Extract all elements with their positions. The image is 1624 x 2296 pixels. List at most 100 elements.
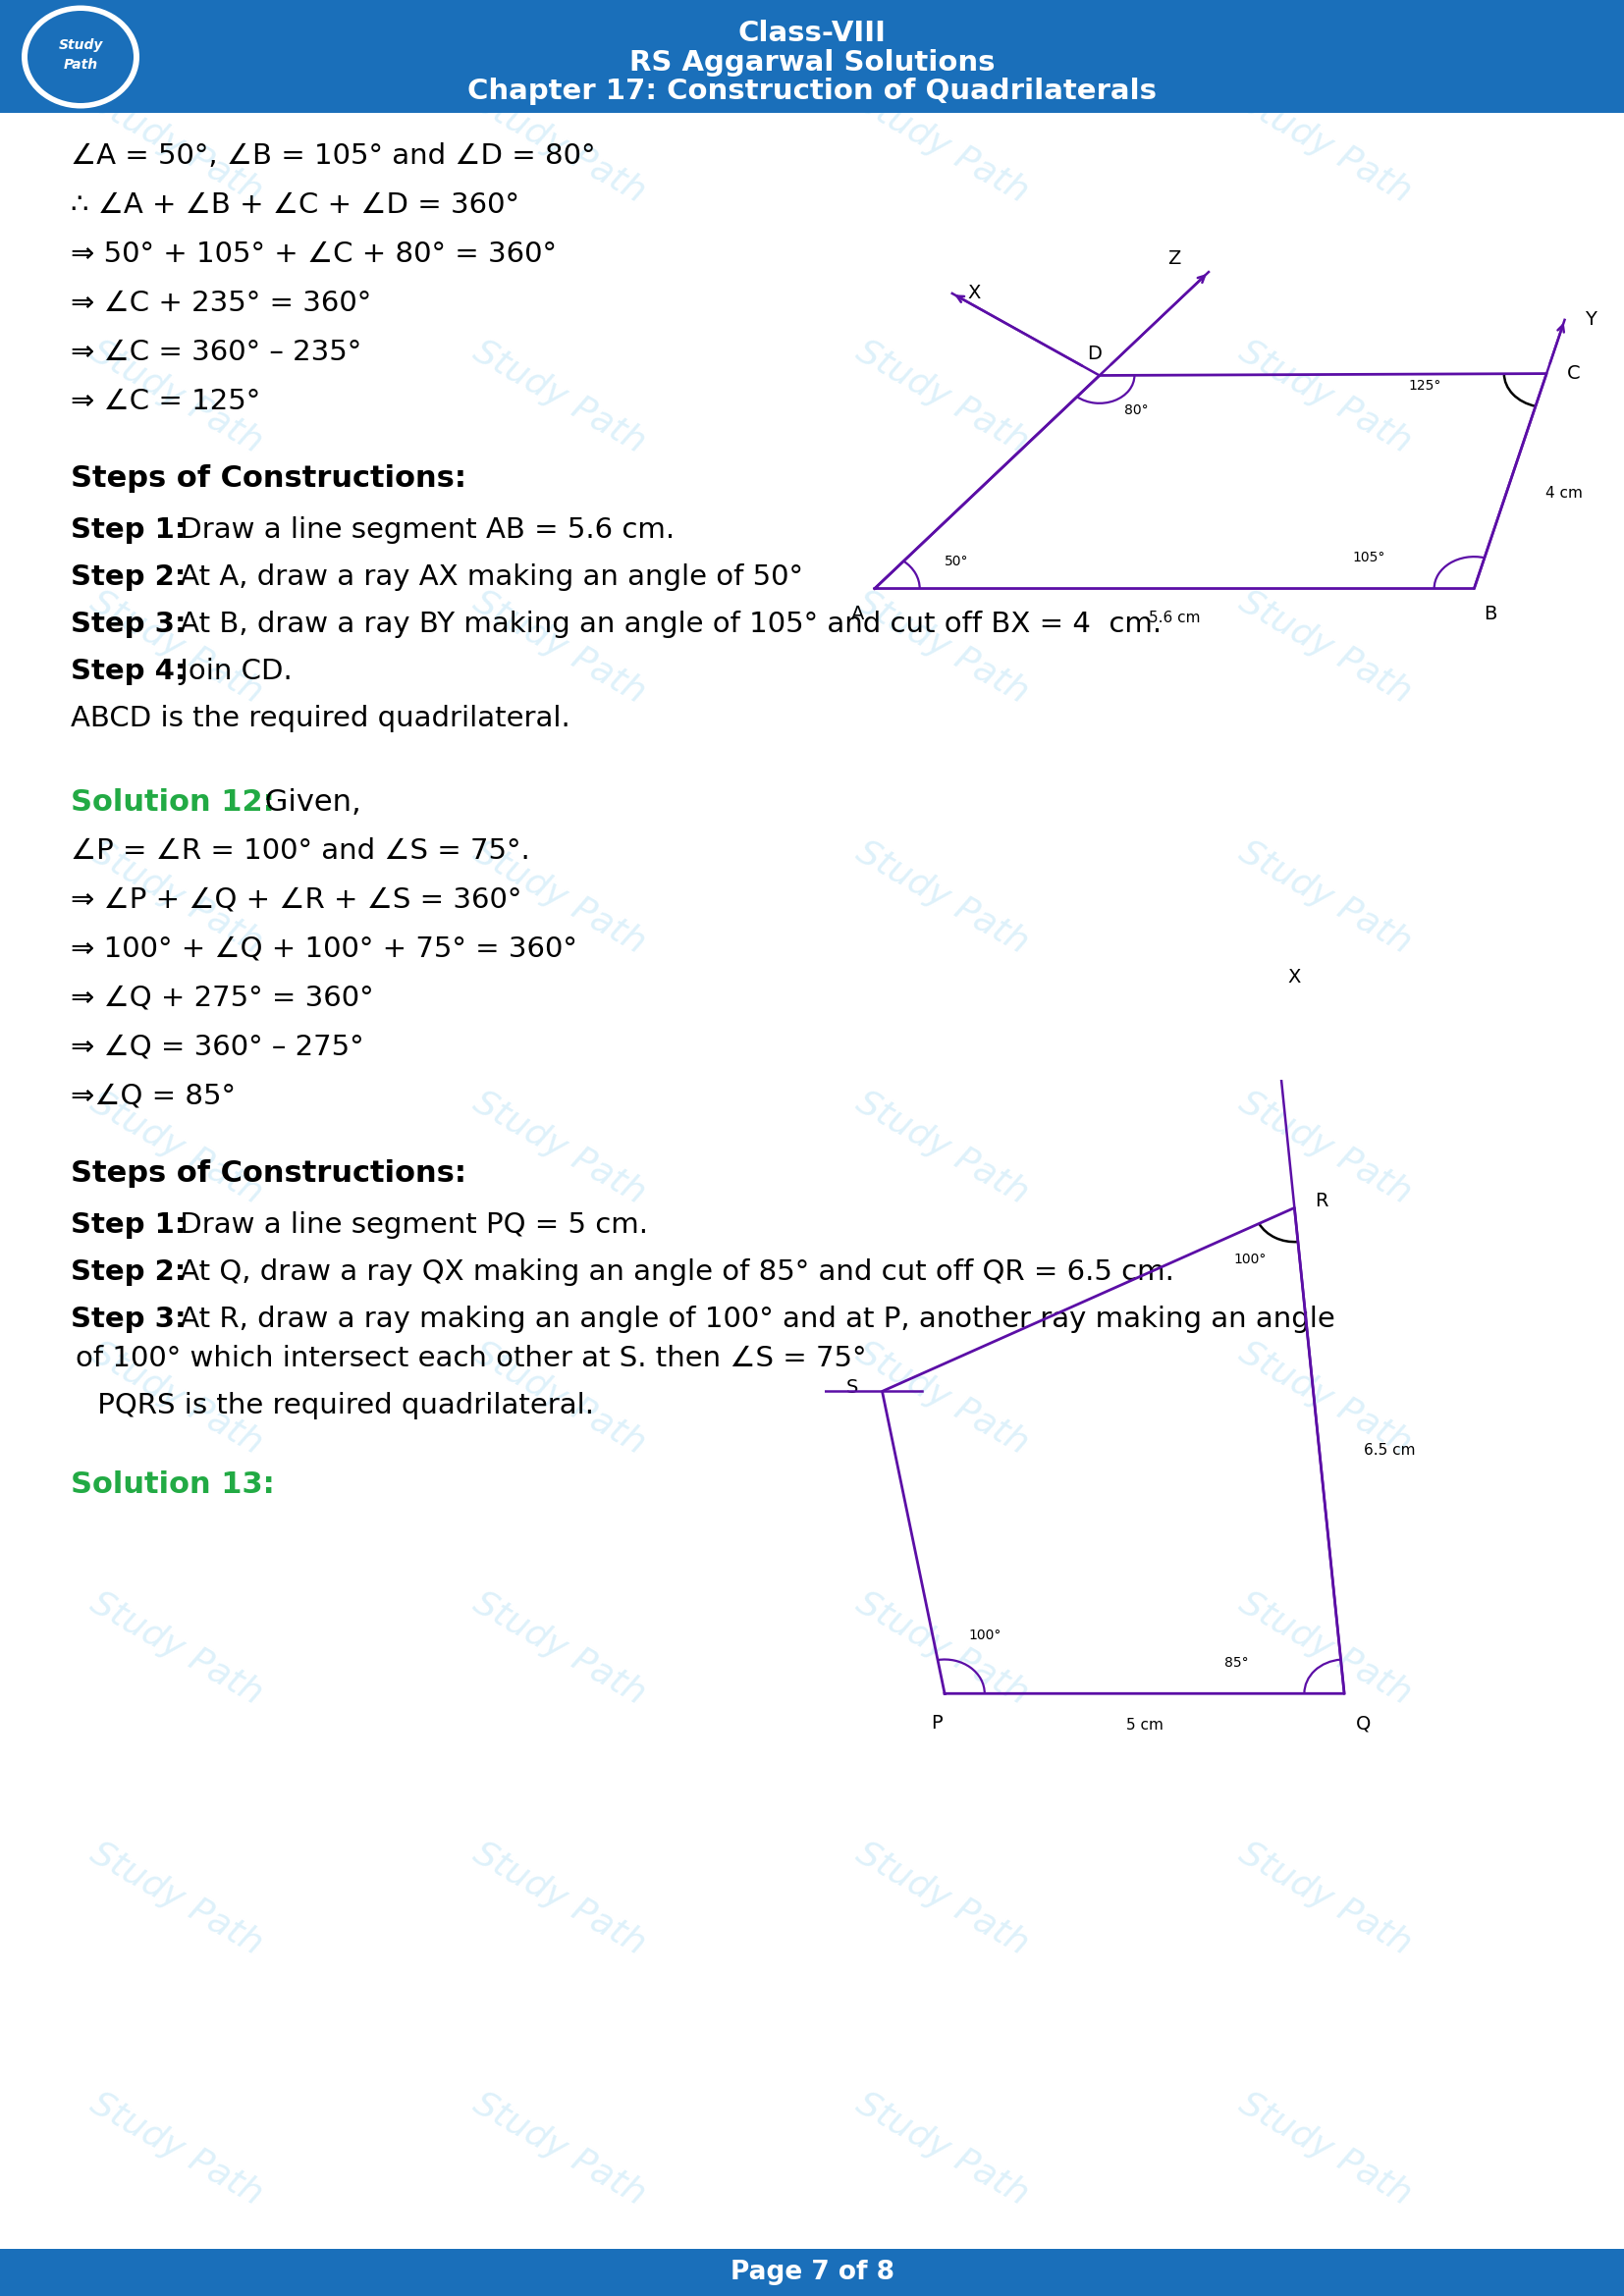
Text: Study Path: Study Path (468, 1336, 651, 1460)
Text: Study Path: Study Path (468, 583, 651, 709)
Bar (0, 2248, 1624, 2296)
Text: At R, draw a ray making an angle of 100° and at P, another ray making an angle: At R, draw a ray making an angle of 100°… (171, 1306, 1335, 1334)
Text: Study Path: Study Path (851, 833, 1034, 960)
Text: Path: Path (63, 57, 97, 71)
Text: RS Aggarwal Solutions: RS Aggarwal Solutions (628, 48, 996, 76)
Text: Draw a line segment PQ = 5 cm.: Draw a line segment PQ = 5 cm. (171, 1212, 648, 1240)
Text: 105°: 105° (1353, 551, 1385, 565)
Text: B: B (1484, 604, 1497, 622)
Text: Solution 13:: Solution 13: (71, 1469, 274, 1499)
Text: At Q, draw a ray QX making an angle of 85° and cut off QR = 6.5 cm.: At Q, draw a ray QX making an angle of 8… (171, 1258, 1174, 1286)
Text: Join CD.: Join CD. (171, 657, 292, 684)
Text: Study Path: Study Path (851, 1837, 1034, 1961)
Text: Study Path: Study Path (851, 83, 1034, 209)
Text: Study Path: Study Path (1234, 833, 1418, 960)
Text: Step 2:: Step 2: (71, 1258, 185, 1286)
Text: Step 3:: Step 3: (71, 1306, 187, 1334)
Text: Study Path: Study Path (84, 1084, 268, 1210)
Bar (0, 0, 1624, 113)
Text: Study Path: Study Path (851, 1336, 1034, 1460)
Text: Study Path: Study Path (468, 83, 651, 209)
Ellipse shape (28, 11, 133, 103)
Text: ⇒ ∠P + ∠Q + ∠R + ∠S = 360°: ⇒ ∠P + ∠Q + ∠R + ∠S = 360° (71, 886, 521, 914)
Text: Study Path: Study Path (84, 833, 268, 960)
Text: Study Path: Study Path (1234, 1336, 1418, 1460)
Text: Study Path: Study Path (84, 1336, 268, 1460)
Text: X: X (968, 285, 981, 303)
Text: 50°: 50° (945, 556, 968, 569)
Text: Study Path: Study Path (851, 333, 1034, 459)
Text: PQRS is the required quadrilateral.: PQRS is the required quadrilateral. (88, 1391, 594, 1419)
Text: ∴ ∠A + ∠B + ∠C + ∠D = 360°: ∴ ∠A + ∠B + ∠C + ∠D = 360° (71, 191, 520, 218)
Text: Study Path: Study Path (468, 1084, 651, 1210)
Text: D: D (1086, 344, 1101, 363)
Text: Y: Y (1585, 310, 1596, 328)
Text: Study Path: Study Path (468, 833, 651, 960)
Text: Study Path: Study Path (851, 1084, 1034, 1210)
Text: ⇒ 50° + 105° + ∠C + 80° = 360°: ⇒ 50° + 105° + ∠C + 80° = 360° (71, 241, 557, 269)
Text: ⇒∠Q = 85°: ⇒∠Q = 85° (71, 1084, 235, 1111)
Text: of 100° which intersect each other at S. then ∠S = 75°: of 100° which intersect each other at S.… (76, 1345, 867, 1373)
Text: ⇒ ∠Q + 275° = 360°: ⇒ ∠Q + 275° = 360° (71, 985, 374, 1013)
Text: ⇒ 100° + ∠Q + 100° + 75° = 360°: ⇒ 100° + ∠Q + 100° + 75° = 360° (71, 934, 577, 962)
Text: ∠A = 50°, ∠B = 105° and ∠D = 80°: ∠A = 50°, ∠B = 105° and ∠D = 80° (71, 142, 596, 170)
Text: 125°: 125° (1410, 379, 1442, 393)
Text: Step 1:: Step 1: (71, 1212, 187, 1240)
Text: Study Path: Study Path (1234, 333, 1418, 459)
Text: Study Path: Study Path (84, 583, 268, 709)
Text: R: R (1314, 1192, 1328, 1210)
Text: Q: Q (1356, 1715, 1371, 1733)
Text: Steps of Constructions:: Steps of Constructions: (71, 464, 466, 494)
Text: A: A (851, 604, 864, 622)
Text: Study Path: Study Path (468, 333, 651, 459)
Text: Solution 12:: Solution 12: (71, 788, 274, 817)
Text: Z: Z (1168, 250, 1181, 269)
Text: X: X (1288, 967, 1301, 985)
Text: Study Path: Study Path (851, 1587, 1034, 1711)
Text: At B, draw a ray BY making an angle of 105° and cut off BX = 4  cm.: At B, draw a ray BY making an angle of 1… (171, 611, 1161, 638)
Text: S: S (846, 1378, 857, 1398)
Text: Draw a line segment AB = 5.6 cm.: Draw a line segment AB = 5.6 cm. (171, 517, 674, 544)
Text: Study Path: Study Path (468, 1837, 651, 1961)
Text: 100°: 100° (1234, 1251, 1267, 1265)
Text: Study Path: Study Path (1234, 83, 1418, 209)
Text: Study Path: Study Path (851, 2087, 1034, 2211)
Text: ABCD is the required quadrilateral.: ABCD is the required quadrilateral. (71, 705, 570, 732)
Text: Study Path: Study Path (1234, 1587, 1418, 1711)
Text: 100°: 100° (968, 1628, 1002, 1642)
Text: ⇒ ∠Q = 360° – 275°: ⇒ ∠Q = 360° – 275° (71, 1033, 364, 1061)
Text: Step 1:: Step 1: (71, 517, 187, 544)
Text: Study Path: Study Path (851, 583, 1034, 709)
Text: Page 7 of 8: Page 7 of 8 (731, 2259, 893, 2285)
Text: Study: Study (58, 39, 102, 53)
Text: Step 2:: Step 2: (71, 563, 185, 590)
Text: Study Path: Study Path (84, 1837, 268, 1961)
Text: 80°: 80° (1124, 404, 1148, 418)
Text: Chapter 17: Construction of Quadrilaterals: Chapter 17: Construction of Quadrilatera… (468, 78, 1156, 106)
Text: Study Path: Study Path (1234, 583, 1418, 709)
Text: P: P (931, 1715, 942, 1733)
Text: Study Path: Study Path (468, 1587, 651, 1711)
Text: Class-VIII: Class-VIII (737, 21, 887, 48)
Text: Study Path: Study Path (84, 2087, 268, 2211)
Text: Steps of Constructions:: Steps of Constructions: (71, 1159, 466, 1187)
Text: 85°: 85° (1224, 1655, 1249, 1669)
Text: Study Path: Study Path (1234, 2087, 1418, 2211)
Text: Study Path: Study Path (1234, 1084, 1418, 1210)
Text: ⇒ ∠C = 360° – 235°: ⇒ ∠C = 360° – 235° (71, 338, 362, 365)
Text: Study Path: Study Path (468, 2087, 651, 2211)
Text: 5.6 cm: 5.6 cm (1148, 611, 1200, 625)
Text: C: C (1567, 365, 1580, 383)
Text: Study Path: Study Path (1234, 1837, 1418, 1961)
Text: ∠P = ∠R = 100° and ∠S = 75°.: ∠P = ∠R = 100° and ∠S = 75°. (71, 838, 529, 866)
Text: Step 4:: Step 4: (71, 657, 187, 684)
Ellipse shape (21, 5, 140, 108)
Text: Study Path: Study Path (84, 333, 268, 459)
Text: At A, draw a ray AX making an angle of 50°: At A, draw a ray AX making an angle of 5… (171, 563, 804, 590)
Text: Study Path: Study Path (84, 83, 268, 209)
Text: 5 cm: 5 cm (1125, 1717, 1163, 1731)
Text: Step 3:: Step 3: (71, 611, 187, 638)
Text: Given,: Given, (255, 788, 361, 817)
Text: Study Path: Study Path (84, 1587, 268, 1711)
Text: ⇒ ∠C + 235° = 360°: ⇒ ∠C + 235° = 360° (71, 289, 372, 317)
